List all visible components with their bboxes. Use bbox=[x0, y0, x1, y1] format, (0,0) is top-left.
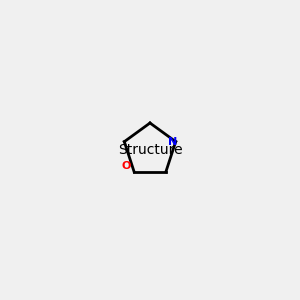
Text: N: N bbox=[168, 137, 178, 147]
Text: O: O bbox=[121, 161, 131, 171]
Text: Structure: Structure bbox=[118, 143, 182, 157]
